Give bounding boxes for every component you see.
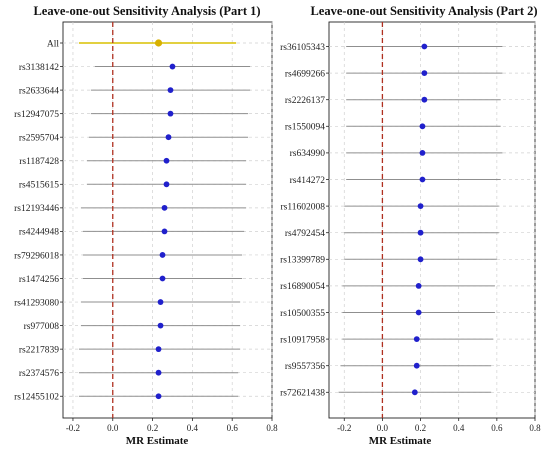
snp-label: rs634990 [290,149,326,159]
snp-estimate-point [163,157,170,164]
snp-label: rs977008 [24,322,60,332]
snp-label: rs2633644 [19,86,59,96]
snp-label: rs2374576 [19,369,59,379]
x-tick-label: 0.6 [227,423,239,433]
forest-panel-part2: Leave-one-out Sensitivity Analysis (Part… [280,4,541,447]
snp-label: rs4515615 [19,181,59,191]
x-tick-label: 0.4 [187,423,199,433]
panel-2-x-axis-label: MR Estimate [369,435,432,447]
snp-estimate-point [155,346,162,353]
snp-estimate-point [155,369,162,376]
snp-label: rs1187428 [19,157,59,167]
snp-label: rs9557356 [285,362,325,372]
snp-estimate-point [167,87,174,93]
snp-estimate-point [159,252,166,258]
forest-panel-part1: Leave-one-out Sensitivity Analysis (Part… [14,4,278,447]
panel-1-x-axis-label: MR Estimate [126,435,189,447]
snp-label: rs11602008 [280,202,325,212]
snp-label: rs12947075 [14,110,59,120]
snp-label: rs79296018 [14,251,59,261]
panel-2-title: Leave-one-out Sensitivity Analysis (Part… [310,4,537,18]
snp-estimate-point [163,181,170,188]
snp-estimate-point [165,134,172,141]
x-tick-label: 0.2 [415,423,426,433]
snp-estimate-point [417,203,424,210]
snp-label: rs13399789 [280,256,325,266]
snp-estimate-point [417,256,424,263]
panel-1-title: Leave-one-out Sensitivity Analysis (Part… [33,4,260,18]
snp-estimate-point [159,275,166,282]
snp-label: rs41293080 [14,298,59,308]
snp-estimate-point [421,70,428,76]
snp-label: rs414272 [290,176,326,186]
snp-label: rs12193446 [14,204,59,214]
snp-estimate-point [419,176,426,183]
snp-label: rs4792454 [285,229,325,239]
x-tick-label: 0.8 [529,423,541,433]
snp-label: rs1550094 [285,123,325,133]
snp-label: rs10500355 [280,309,325,319]
snp-label: rs4699266 [285,69,325,79]
overall-estimate-point [154,39,163,47]
snp-label: rs12455102 [14,393,59,403]
snp-estimate-point [421,43,428,50]
snp-label: rs72621438 [280,389,325,399]
snp-estimate-point [155,393,162,400]
snp-estimate-point [415,309,422,316]
snp-label: rs36105343 [280,43,325,53]
snp-estimate-point [167,110,174,117]
x-tick-label: 0.2 [147,423,158,433]
snp-label: rs3138142 [19,63,59,73]
x-tick-label: 0.0 [107,423,119,433]
snp-label: rs10917958 [280,335,325,345]
snp-label: rs2217839 [19,345,59,355]
snp-label: rs16890054 [280,282,325,292]
snp-label: rs2226137 [285,96,325,106]
snp-estimate-point [413,336,420,342]
snp-estimate-point [169,63,176,70]
snp-estimate-point [161,204,168,211]
snp-estimate-point [419,150,426,156]
snp-estimate-point [421,96,428,103]
x-tick-label: 0.6 [491,423,503,433]
snp-estimate-point [161,228,168,235]
x-tick-label: 0.8 [266,423,278,433]
snp-label: rs4244948 [19,228,59,238]
snp-estimate-point [157,299,164,305]
snp-label: All [47,39,60,49]
plot-frame [328,21,536,419]
x-tick-label: -0.2 [337,423,351,433]
snp-estimate-point [417,229,424,236]
snp-label: rs1474256 [19,275,59,285]
snp-estimate-point [415,283,422,289]
snp-estimate-point [413,362,420,369]
snp-estimate-point [411,389,418,396]
snp-estimate-point [157,322,164,329]
snp-label: rs2595704 [19,134,59,144]
x-tick-label: 0.4 [453,423,465,433]
x-tick-label: -0.2 [66,423,80,433]
plot-frame [62,21,273,419]
snp-estimate-point [419,123,426,130]
x-tick-label: 0.0 [377,423,389,433]
